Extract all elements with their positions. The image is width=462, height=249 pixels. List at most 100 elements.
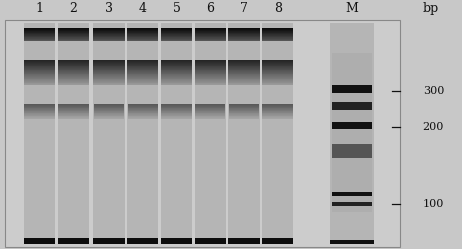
Bar [262, 68, 293, 70]
Bar [161, 105, 192, 106]
Bar [195, 63, 226, 65]
Bar [93, 72, 125, 74]
Bar [127, 60, 158, 62]
Bar [195, 62, 226, 64]
Bar [228, 39, 260, 40]
Bar [24, 78, 55, 79]
Bar [228, 61, 260, 62]
Bar [161, 72, 192, 74]
Text: 200: 200 [423, 122, 444, 132]
Bar [58, 36, 89, 37]
Bar [94, 107, 124, 108]
Bar [58, 115, 89, 116]
Bar [58, 31, 89, 33]
Bar [128, 109, 158, 111]
Bar [58, 71, 89, 73]
Bar [58, 33, 89, 34]
Bar [24, 238, 55, 244]
Bar [58, 30, 89, 31]
Bar [93, 29, 125, 30]
Bar [93, 31, 125, 33]
Text: 7: 7 [240, 2, 248, 15]
Bar [24, 80, 55, 82]
Bar [58, 37, 89, 38]
Bar [127, 38, 158, 39]
Bar [58, 67, 89, 69]
Bar [93, 36, 125, 37]
Bar [195, 108, 225, 109]
Bar [161, 80, 192, 81]
Bar [58, 80, 89, 81]
Bar [161, 112, 192, 114]
Bar [93, 77, 125, 79]
Bar [127, 34, 158, 36]
Bar [93, 34, 125, 36]
Bar [228, 30, 260, 31]
Bar [262, 109, 293, 110]
Bar [161, 31, 192, 32]
Bar [262, 36, 293, 37]
Bar [161, 114, 192, 115]
Bar [262, 110, 293, 111]
Bar [262, 38, 293, 39]
Bar [58, 23, 89, 244]
Bar [195, 40, 226, 41]
Bar [161, 29, 192, 30]
Bar [24, 60, 55, 62]
Bar [93, 31, 125, 32]
Text: bp: bp [423, 2, 439, 15]
Bar [58, 118, 89, 119]
Bar [262, 115, 293, 117]
Text: 6: 6 [206, 2, 214, 15]
Bar [24, 39, 55, 40]
Bar [24, 67, 55, 68]
Bar [24, 61, 55, 62]
Bar [195, 36, 226, 37]
Bar [24, 64, 55, 65]
Bar [195, 109, 225, 110]
Bar [128, 113, 158, 114]
Bar [229, 109, 259, 110]
Bar [195, 37, 226, 38]
Bar [228, 28, 260, 29]
Bar [58, 117, 89, 118]
Bar [127, 76, 158, 77]
Bar [161, 35, 192, 36]
Bar [93, 38, 125, 39]
Bar [58, 76, 89, 78]
Bar [58, 38, 89, 39]
Bar [58, 71, 89, 72]
Bar [262, 71, 293, 73]
Bar [161, 30, 192, 31]
Bar [128, 117, 158, 119]
Bar [127, 82, 158, 83]
Bar [93, 70, 125, 71]
Bar [161, 38, 192, 39]
Bar [161, 23, 192, 244]
Bar [127, 34, 158, 35]
Bar [128, 111, 158, 112]
Bar [229, 114, 259, 115]
Bar [161, 39, 192, 40]
Bar [127, 37, 158, 38]
Bar [195, 38, 226, 39]
Bar [195, 76, 226, 77]
Bar [24, 71, 55, 72]
Bar [24, 104, 55, 105]
Bar [262, 31, 293, 33]
Bar [262, 29, 293, 30]
Bar [161, 33, 192, 34]
Bar [93, 32, 125, 33]
Bar [195, 78, 226, 79]
Bar [161, 60, 192, 62]
Bar [127, 75, 158, 76]
Bar [229, 106, 259, 107]
Bar [58, 70, 89, 71]
Bar [127, 80, 158, 82]
Bar [262, 79, 293, 80]
Bar [228, 74, 260, 75]
Bar [93, 238, 125, 244]
Bar [127, 33, 158, 34]
Bar [229, 106, 259, 108]
Bar [229, 107, 259, 108]
